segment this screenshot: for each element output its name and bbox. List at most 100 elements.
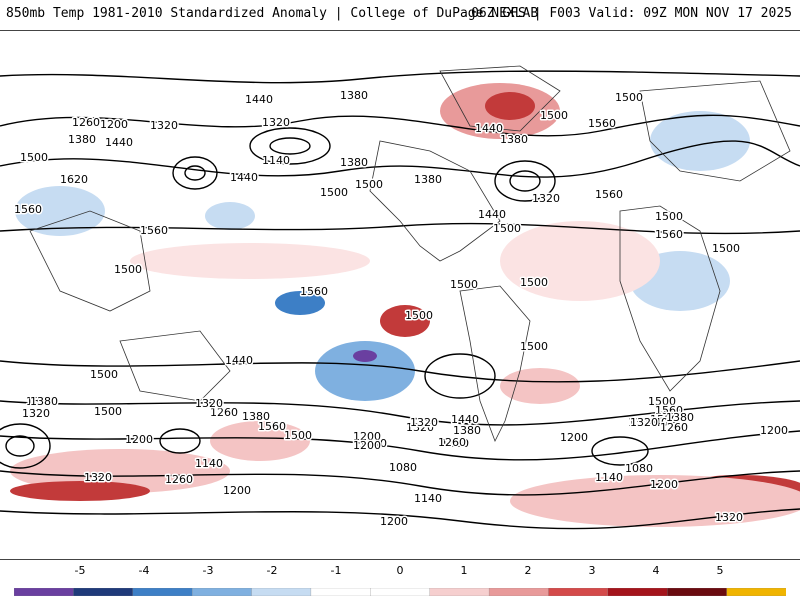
contour-label: 1500 bbox=[493, 222, 521, 235]
contour-label: 1500 bbox=[650, 413, 678, 426]
contour-label: 1500 bbox=[712, 242, 740, 255]
contour-line bbox=[591, 436, 649, 466]
contour-label: 1440 bbox=[451, 413, 479, 426]
contour-label: 1500 bbox=[520, 340, 548, 353]
south-america-outline bbox=[459, 285, 531, 442]
contour-line bbox=[0, 222, 800, 235]
contour-line bbox=[159, 428, 201, 454]
contour-line bbox=[0, 360, 800, 383]
contour-line bbox=[0, 114, 800, 137]
anomaly-warm-area bbox=[500, 368, 580, 404]
anomaly-cold-area bbox=[205, 202, 255, 230]
anomaly-cold-area bbox=[353, 350, 377, 362]
contour-label: 1140 bbox=[414, 492, 442, 505]
contour-label: 1380 bbox=[68, 133, 96, 146]
contour-label: 1260 bbox=[210, 406, 238, 419]
contour-label: 1320 bbox=[262, 116, 290, 129]
contour-label: 1260 bbox=[438, 436, 466, 449]
colorbar: -5 -4 -3 -2 -1 0 1 2 3 4 5 bbox=[0, 560, 800, 600]
colorbar-swatch bbox=[607, 588, 668, 596]
colorbar-tick-label: -3 bbox=[202, 564, 214, 577]
contour-label: 1560 bbox=[300, 285, 328, 298]
contour-label: 1620 bbox=[60, 173, 88, 186]
australia-outline bbox=[119, 330, 231, 402]
contour-label: 1320 bbox=[150, 119, 178, 132]
contour-line bbox=[0, 423, 51, 469]
contour-label: 1560 bbox=[655, 228, 683, 241]
contour-label: 1380 bbox=[414, 173, 442, 186]
colorbar-swatch bbox=[251, 588, 312, 596]
contour-line bbox=[5, 435, 35, 457]
contour-label: 1440 bbox=[245, 93, 273, 106]
contour-label: 1320 bbox=[532, 192, 560, 205]
contour-label: 1320 bbox=[630, 416, 658, 429]
contour-label: 1560 bbox=[14, 203, 42, 216]
colorbar-tick-label: -2 bbox=[266, 564, 278, 577]
contour-label: 1200 bbox=[353, 439, 381, 452]
colorbar-tick-label: 5 bbox=[716, 564, 724, 577]
contour-label: 1380 bbox=[340, 89, 368, 102]
contour-label: 1320 bbox=[715, 511, 743, 524]
colorbar-swatch bbox=[667, 588, 728, 596]
contour-label: 1200 bbox=[353, 430, 381, 443]
colorbar-tick-label: 1 bbox=[460, 564, 468, 577]
colorbar-swatch bbox=[310, 588, 371, 596]
contour-label: 1320 bbox=[410, 416, 438, 429]
contour-label: 1380 bbox=[30, 395, 58, 408]
contour-line bbox=[0, 70, 800, 84]
colorbar-tick-label: 4 bbox=[652, 564, 660, 577]
contour-label: 1380 bbox=[26, 395, 54, 408]
contour-label: 1500 bbox=[20, 151, 48, 164]
colorbar-swatch bbox=[14, 588, 75, 596]
contour-line bbox=[249, 127, 331, 165]
colorbar-tick-label: 3 bbox=[588, 564, 596, 577]
contour-line bbox=[0, 400, 800, 426]
contour-label: 1500 bbox=[355, 178, 383, 191]
contour-label: 1320 bbox=[195, 397, 223, 410]
contour-label: 1500 bbox=[615, 91, 643, 104]
contour-label: 1500 bbox=[648, 395, 676, 408]
contour-label: 1500 bbox=[284, 429, 312, 442]
colorbar-swatch bbox=[73, 588, 134, 596]
europe-outline bbox=[639, 80, 791, 182]
contour-label: 1380 bbox=[340, 156, 368, 169]
contour-label: 1200 bbox=[380, 515, 408, 528]
colorbar-swatch bbox=[548, 588, 609, 596]
anomaly-warm-area bbox=[510, 475, 800, 527]
contour-label: 1380 bbox=[500, 133, 528, 146]
colorbar-swatch bbox=[132, 588, 193, 596]
contour-label: 1560 bbox=[588, 117, 616, 130]
contour-label: 1140 bbox=[262, 154, 290, 167]
contour-label: 1380 bbox=[453, 424, 481, 437]
contour-line bbox=[494, 160, 556, 202]
contour-label: 1560 bbox=[140, 224, 168, 237]
greenland-outline bbox=[439, 65, 561, 132]
contour-label: 1440 bbox=[225, 354, 253, 367]
colorbar-tick-label: -1 bbox=[330, 564, 342, 577]
anomaly-warm-area bbox=[130, 243, 370, 279]
colorbar-tick-label: -4 bbox=[138, 564, 150, 577]
height-contours bbox=[0, 70, 800, 530]
contour-label: 1500 bbox=[114, 263, 142, 276]
contour-label: 1320 bbox=[628, 416, 656, 429]
contour-label: 1500 bbox=[450, 278, 478, 291]
contour-label: 1200 bbox=[760, 424, 788, 437]
contour-label: 1200 bbox=[100, 118, 128, 131]
contour-label: 1260 bbox=[72, 116, 100, 129]
contour-label: 1260 bbox=[441, 437, 469, 450]
contour-label: 1500 bbox=[520, 276, 548, 289]
contour-label: 1260 bbox=[165, 473, 193, 486]
contour-label: 1440 bbox=[478, 208, 506, 221]
contour-label: 1500 bbox=[405, 309, 433, 322]
contour-line bbox=[0, 508, 800, 530]
contour-label: 1560 bbox=[595, 188, 623, 201]
contour-line bbox=[0, 430, 800, 461]
contour-label: 1200 bbox=[223, 484, 251, 497]
colorbar-swatch bbox=[429, 588, 490, 596]
anomaly-warm-area bbox=[380, 305, 430, 337]
contour-line bbox=[0, 470, 800, 496]
anomaly-warm-area bbox=[485, 92, 535, 120]
map-header: 850mb Temp 1981-2010 Standardized Anomal… bbox=[0, 0, 800, 30]
contour-label: 1440 bbox=[475, 122, 503, 135]
